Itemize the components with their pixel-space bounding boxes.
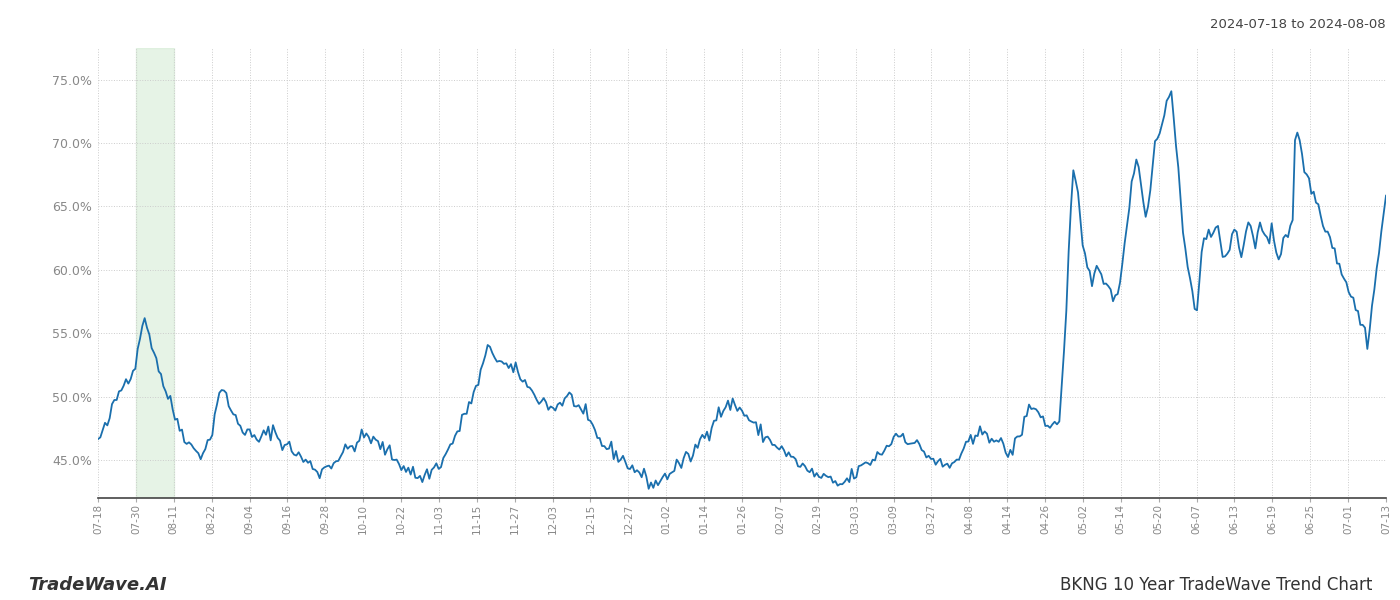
Text: TradeWave.AI: TradeWave.AI xyxy=(28,576,167,594)
Bar xyxy=(136,48,174,498)
Text: BKNG 10 Year TradeWave Trend Chart: BKNG 10 Year TradeWave Trend Chart xyxy=(1060,576,1372,594)
Text: 2024-07-18 to 2024-08-08: 2024-07-18 to 2024-08-08 xyxy=(1211,18,1386,31)
